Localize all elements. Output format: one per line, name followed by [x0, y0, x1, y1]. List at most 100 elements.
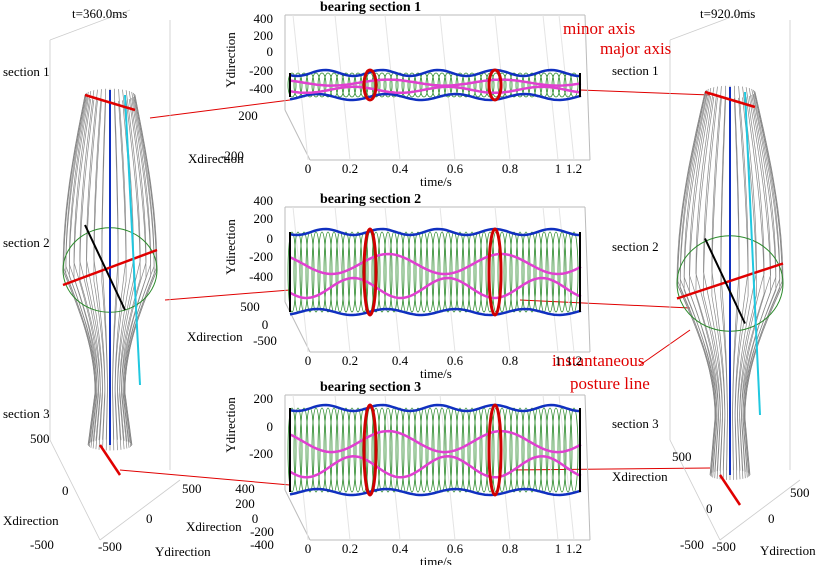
green-ellipse — [515, 231, 525, 313]
mesh-line — [119, 90, 141, 441]
label: 200 — [254, 28, 274, 43]
mesh-line — [677, 90, 716, 475]
label: 1 — [555, 161, 562, 176]
label: bearing section 2 — [320, 192, 421, 207]
green-ellipse — [353, 407, 363, 493]
box-edge — [669, 439, 721, 541]
green-ellipse — [521, 72, 531, 98]
frame — [284, 489, 311, 541]
mesh-line — [689, 87, 719, 472]
box-edge — [669, 9, 751, 41]
green-ellipse — [521, 407, 531, 493]
box-edge — [99, 479, 181, 541]
green-ellipse — [551, 407, 561, 493]
grid-line — [384, 14, 401, 161]
green-ellipse — [413, 72, 423, 98]
label: -200 — [249, 63, 273, 78]
label: 500 — [240, 299, 260, 314]
label: 0 — [252, 511, 259, 526]
green-ellipse — [509, 407, 519, 493]
green-ellipse — [527, 231, 537, 313]
label: Ydirection — [155, 544, 211, 559]
label: 0 — [768, 511, 775, 526]
red-ellipse — [487, 68, 503, 102]
label: 0.8 — [502, 353, 518, 368]
magenta-curve — [289, 85, 582, 95]
green-ellipse — [461, 231, 471, 313]
red-ellipse — [487, 403, 503, 497]
box-edge — [49, 439, 101, 541]
major-axis — [676, 262, 784, 300]
grid-line — [542, 394, 559, 541]
label: 200 — [254, 211, 274, 226]
grid-line — [292, 14, 309, 161]
green-ellipse — [377, 407, 387, 493]
magenta-curve — [289, 252, 582, 276]
mesh-line — [683, 88, 718, 473]
red-ellipse — [362, 227, 378, 317]
label: t=920.0ms — [700, 6, 755, 21]
connector — [149, 99, 291, 119]
mesh-line — [68, 91, 98, 443]
label: 0.6 — [447, 161, 464, 176]
label: -200 — [250, 524, 274, 539]
label: 0.2 — [342, 541, 358, 556]
label: 400 — [254, 11, 274, 26]
label: 0.4 — [392, 161, 409, 176]
red-ellipse — [487, 227, 503, 317]
green-ellipse — [407, 231, 417, 313]
green-ellipse — [383, 407, 393, 493]
magenta-curve — [289, 455, 582, 479]
green-ellipse — [509, 72, 519, 98]
frame — [584, 206, 591, 353]
magenta-curve — [289, 78, 582, 87]
frame — [284, 109, 311, 161]
label: Ydirection — [223, 219, 238, 275]
green-ellipse — [497, 72, 507, 98]
label: 0.4 — [392, 541, 409, 556]
label: Ydirection — [223, 32, 238, 88]
box-edge — [49, 9, 131, 41]
mesh-line — [703, 86, 723, 471]
label: Xdirection — [612, 469, 668, 484]
connector — [579, 89, 711, 96]
label: time/s — [420, 366, 452, 381]
red-ellipse — [362, 403, 378, 497]
blue-curve — [289, 68, 581, 78]
label: bearing section 3 — [320, 380, 421, 395]
label: 500 — [672, 449, 692, 464]
subplot — [284, 394, 591, 541]
green-ellipse — [371, 231, 381, 313]
green-ellipse — [515, 72, 525, 98]
label: -500 — [712, 539, 736, 554]
blue-curve — [289, 403, 581, 413]
vase — [49, 9, 181, 541]
green-ellipse — [353, 231, 363, 313]
green-ellipse — [497, 231, 507, 313]
annotation: posture line — [570, 374, 650, 393]
green-ellipse — [371, 407, 381, 493]
mesh-line — [739, 87, 765, 472]
mesh-line — [86, 89, 103, 441]
label: section 2 — [3, 235, 50, 250]
green-ellipse — [347, 231, 357, 313]
label: section 1 — [3, 64, 50, 79]
label: 0.6 — [447, 353, 464, 368]
grid-line — [292, 206, 309, 353]
label: 0 — [267, 231, 274, 246]
magenta-curve — [289, 276, 582, 300]
connector — [119, 469, 291, 486]
label: time/s — [420, 174, 452, 189]
mesh-line — [114, 89, 127, 440]
label: 400 — [235, 481, 255, 496]
grid-line — [384, 394, 401, 541]
label: 1.2 — [566, 161, 582, 176]
connector — [164, 289, 291, 301]
label: 0 — [305, 541, 312, 556]
subplot — [284, 206, 591, 353]
label: -200 — [249, 446, 273, 461]
mesh-line — [744, 90, 783, 475]
blue-curve — [289, 307, 582, 317]
mesh-line — [122, 91, 152, 443]
